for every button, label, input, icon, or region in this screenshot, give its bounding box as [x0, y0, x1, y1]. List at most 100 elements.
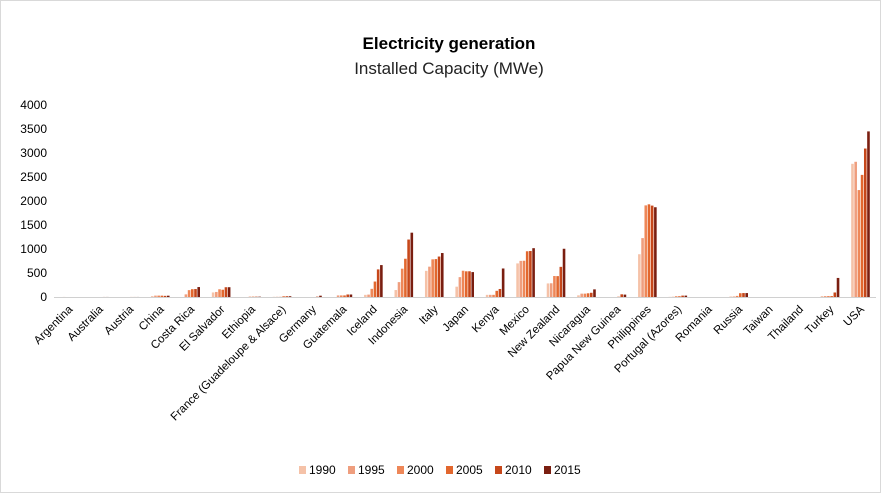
- bar: [830, 296, 833, 297]
- x-tick-label: USA: [842, 303, 867, 328]
- bar: [583, 293, 587, 297]
- bar: [211, 292, 215, 297]
- bar: [166, 295, 170, 297]
- bar: [529, 251, 532, 297]
- chart-subtitle: Installed Capacity (MWe): [354, 59, 544, 78]
- bar: [227, 287, 231, 297]
- bar: [647, 204, 651, 297]
- bar: [431, 259, 434, 297]
- bar: [684, 295, 688, 297]
- x-tick-label: Italy: [417, 303, 441, 327]
- bar: [580, 293, 583, 297]
- y-tick-label: 2000: [20, 194, 47, 208]
- bar: [593, 289, 596, 297]
- bar: [218, 289, 221, 297]
- bar: [644, 205, 648, 297]
- x-tick-label: Argentina: [32, 303, 76, 347]
- bar: [739, 293, 742, 297]
- bar: [160, 295, 164, 297]
- x-tick-label: Turkey: [803, 303, 836, 336]
- bar: [489, 294, 492, 297]
- bar: [495, 290, 499, 297]
- bar: [735, 295, 739, 297]
- bar: [823, 296, 827, 297]
- bar: [492, 294, 495, 297]
- bar: [729, 296, 732, 297]
- bar: [336, 295, 340, 297]
- bar: [586, 293, 590, 297]
- bar: [559, 266, 563, 297]
- bar: [498, 288, 502, 297]
- bar: [319, 295, 322, 297]
- legend-swatch: [397, 466, 404, 474]
- bar: [674, 296, 678, 297]
- bar: [857, 190, 861, 297]
- bar: [184, 294, 188, 297]
- y-tick-label: 1000: [20, 242, 47, 256]
- bar: [404, 258, 407, 297]
- legend-label: 1995: [358, 463, 385, 477]
- bar: [519, 260, 523, 297]
- bar: [221, 289, 225, 297]
- bar: [373, 281, 377, 297]
- bar: [400, 268, 404, 297]
- bar: [440, 253, 444, 297]
- bar: [654, 207, 657, 297]
- bar: [863, 148, 867, 297]
- bar: [836, 277, 840, 297]
- bar: [288, 296, 292, 297]
- bar: [678, 296, 681, 297]
- bar: [424, 270, 428, 297]
- y-tick-label: 3000: [20, 146, 47, 160]
- bar: [577, 295, 580, 297]
- bar: [465, 271, 468, 297]
- bar: [285, 296, 289, 297]
- legend-swatch: [446, 466, 453, 474]
- bar: [851, 163, 854, 297]
- bar: [641, 238, 644, 297]
- bar: [732, 296, 736, 297]
- bar: [346, 294, 350, 297]
- bar: [854, 161, 857, 297]
- bar: [340, 295, 343, 297]
- bar: [154, 295, 157, 297]
- legend-swatch: [299, 466, 306, 474]
- bar: [562, 248, 566, 297]
- legend-swatch: [495, 466, 502, 474]
- bar: [455, 286, 458, 297]
- bar: [428, 266, 431, 297]
- legend-label: 2015: [554, 463, 581, 477]
- x-tick-label: Japan: [440, 304, 471, 335]
- x-tick-label: Kenya: [470, 303, 502, 335]
- bar: [407, 239, 410, 297]
- bar: [458, 277, 462, 297]
- y-tick-label: 500: [27, 266, 47, 280]
- bar: [525, 251, 529, 297]
- bar: [546, 283, 550, 297]
- bar: [370, 288, 374, 297]
- bar: [343, 295, 346, 297]
- bar: [349, 294, 353, 297]
- bar: [742, 293, 745, 297]
- bar: [516, 263, 519, 297]
- bar: [623, 294, 627, 297]
- bar: [485, 294, 489, 297]
- bar: [282, 296, 285, 297]
- bar: [820, 296, 824, 297]
- y-tick-label: 2500: [20, 170, 47, 184]
- bar: [827, 296, 830, 297]
- bar: [681, 295, 684, 297]
- bar: [157, 295, 160, 297]
- bar: [638, 254, 641, 297]
- bar: [163, 295, 167, 297]
- bar: [556, 276, 559, 297]
- y-tick-label: 0: [40, 290, 47, 304]
- bar: [650, 205, 654, 297]
- bar: [376, 269, 380, 297]
- bar: [215, 291, 218, 297]
- x-tick-label: Russia: [712, 303, 746, 337]
- bar: [549, 283, 553, 297]
- legend: 1990 1995 2000 2005 2010 2015: [299, 463, 581, 477]
